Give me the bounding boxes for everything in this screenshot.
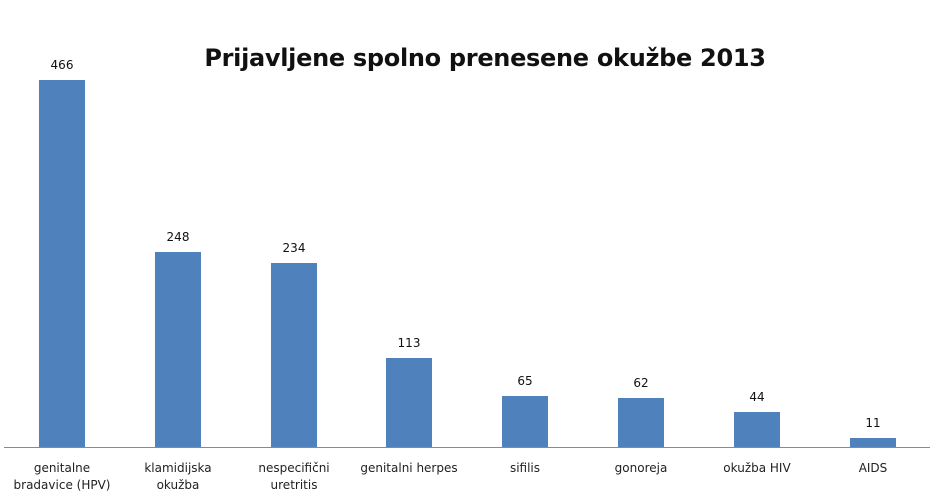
category-label: AIDS [858,461,888,475]
category-label: gonoreja [614,461,668,475]
category-label: sifilis [509,461,541,475]
data-label: 11 [865,416,881,430]
data-label: 65 [517,374,533,388]
data-label: 62 [633,376,649,390]
bar [271,263,317,447]
category-label: nespecifični uretritis [258,461,330,492]
data-label: 466 [50,58,74,72]
category-label: genitalne bradavice (HPV) [13,461,111,492]
bar [618,398,664,447]
bar [155,252,201,447]
x-axis-line [4,447,930,448]
bar [502,396,548,447]
data-label: 113 [397,336,421,350]
category-label: okužba HIV [723,461,791,475]
bar [39,80,85,447]
data-label: 248 [166,230,190,244]
category-label: genitalni herpes [360,461,458,475]
bar [734,412,780,447]
data-label: 44 [749,390,765,404]
bar [850,438,896,447]
data-label: 234 [282,241,306,255]
bar [386,358,432,447]
chart-title: Prijavljene spolno prenesene okužbe 2013 [204,44,766,72]
category-label: klamidijska okužba [144,461,212,492]
